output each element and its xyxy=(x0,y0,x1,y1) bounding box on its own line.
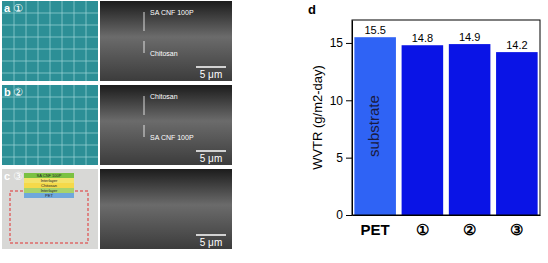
panel-b: b② 5 μm Chitosan SA CNF 100P xyxy=(2,85,232,165)
x-tick-label: ① xyxy=(416,221,429,238)
photo xyxy=(2,169,98,249)
x-tick-label: ② xyxy=(463,221,476,238)
sem-annotation: SA CNF 100P xyxy=(150,134,194,141)
scale-bar xyxy=(196,234,226,236)
data-label: 14.2 xyxy=(506,39,527,51)
y-axis-title: WVTR (g/m2-day) xyxy=(310,65,325,170)
sem-annotation: Chitosan xyxy=(150,93,178,100)
bars xyxy=(354,37,537,215)
x-tick-label: ③ xyxy=(510,221,523,238)
photo-grid xyxy=(2,157,98,158)
y-tick-mark xyxy=(346,100,352,101)
y-tick-mark xyxy=(346,215,352,216)
sem-annotation: SA CNF 100P xyxy=(150,9,194,16)
photo-grid xyxy=(2,121,98,122)
data-label: 15.5 xyxy=(364,24,385,36)
photo xyxy=(2,1,98,81)
panel-a: a① 5 μm SA CNF 100P Chitosan xyxy=(2,1,232,81)
panel-number: ③ xyxy=(13,170,23,182)
sem-arrow xyxy=(144,125,145,137)
panel-label: b xyxy=(4,86,11,98)
data-label: 14.8 xyxy=(412,32,433,44)
sem-arrow xyxy=(144,96,145,115)
y-axis-line xyxy=(352,21,353,216)
plot-frame xyxy=(352,20,540,215)
bar xyxy=(354,37,396,215)
sem-image xyxy=(100,85,232,165)
y-tick-label: 5 xyxy=(336,151,343,165)
panel-c: SA CNF 100PInterlayerChitosanInterlayerP… xyxy=(2,169,232,249)
x-tick-label: PET xyxy=(361,221,390,238)
panel-label: c xyxy=(4,170,10,182)
bar xyxy=(402,45,444,215)
sample-outline xyxy=(10,191,88,243)
sem-annotation: Chitosan xyxy=(150,50,178,57)
x-tick: PET xyxy=(361,215,390,238)
panel-label: d xyxy=(308,2,316,17)
scale-bar xyxy=(196,150,226,152)
scale-bar xyxy=(196,66,226,68)
y-tick: 5 xyxy=(336,151,352,165)
bar xyxy=(449,44,491,215)
scale-bar-label: 5 μm xyxy=(200,69,222,80)
photo xyxy=(2,85,98,165)
panel-number: ② xyxy=(13,86,23,98)
scale-bar-label: 5 μm xyxy=(200,153,222,164)
y-tick-mark xyxy=(346,43,352,44)
photo-grid xyxy=(2,109,98,110)
x-tick: ② xyxy=(463,215,476,238)
y-tick: 10 xyxy=(330,94,352,108)
y-tick-label: 10 xyxy=(330,94,344,108)
photo-grid xyxy=(2,37,98,38)
data-label: 14.9 xyxy=(459,31,480,43)
sem-image xyxy=(100,1,232,81)
sem-image xyxy=(100,169,232,249)
y-axis: 0 5 10 15 xyxy=(330,21,353,223)
figure: a①5 μmSA CNF 100PChitosanb②5 μmChitosanS… xyxy=(0,0,548,263)
annotation: substrate xyxy=(365,95,382,157)
panel-number: ① xyxy=(13,2,23,14)
scale-bar-label: 5 μm xyxy=(200,237,222,248)
y-tick-label: 0 xyxy=(336,208,343,222)
layer xyxy=(24,193,74,198)
y-tick-label: 15 xyxy=(330,36,344,50)
photo-grid xyxy=(2,61,98,62)
photo-grid xyxy=(2,133,98,134)
bar xyxy=(496,52,538,215)
x-tick: ① xyxy=(416,215,429,238)
photo-grid xyxy=(2,49,98,50)
x-axis: PET ① ② ③ xyxy=(353,215,541,238)
x-tick: ③ xyxy=(510,215,523,238)
photo-grid xyxy=(2,25,98,26)
y-tick: 15 xyxy=(330,36,352,50)
photo-grid xyxy=(2,145,98,146)
sem-arrow xyxy=(144,12,145,31)
photo-grid xyxy=(2,73,98,74)
y-tick: 0 xyxy=(336,208,352,222)
y-tick-mark xyxy=(346,158,352,159)
layer-label: PET xyxy=(45,193,53,198)
sem-arrow xyxy=(144,41,145,53)
x-axis-line xyxy=(353,215,541,216)
panel-label: a xyxy=(4,2,11,14)
